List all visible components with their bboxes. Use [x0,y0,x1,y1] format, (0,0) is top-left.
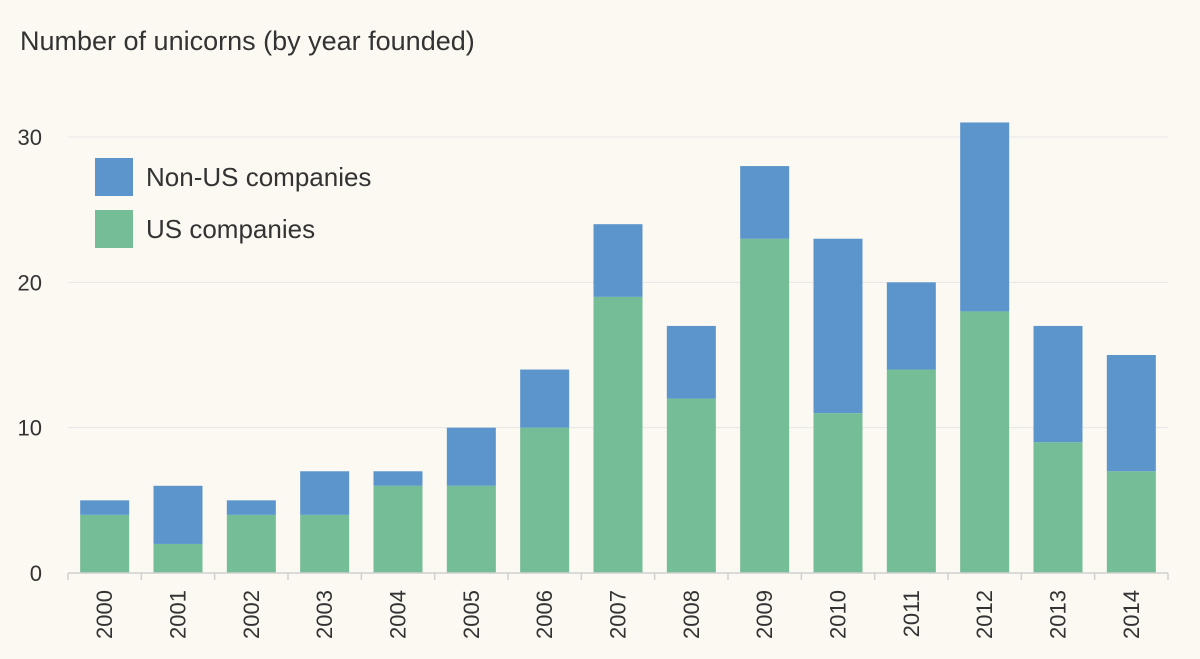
x-tick-label: 2003 [312,590,337,639]
y-tick-label: 30 [18,125,42,150]
x-tick-label: 2002 [239,590,264,639]
bar-segment [740,238,790,573]
legend: Non-US companies US companies [95,158,371,248]
bar-segment [520,369,570,428]
x-tick-label: 2007 [606,590,631,639]
bar-segment [153,543,203,573]
series-us-companies [80,238,1156,573]
x-tick-label: 2013 [1046,590,1071,639]
bar-segment [960,311,1010,573]
x-tick-label: 2012 [972,590,997,639]
bar-segment [446,427,496,486]
bar-segment [666,325,716,399]
bar-segment [1106,355,1156,472]
series-non-us-companies [80,122,1156,544]
legend-item: US companies [95,210,315,248]
y-tick-label: 10 [18,416,42,441]
legend-item: Non-US companies [95,158,371,196]
bar-segment [886,282,936,370]
x-tick-label: 2000 [92,590,117,639]
bars [80,122,1156,573]
legend-swatch [95,158,133,196]
legend-label: US companies [146,214,315,244]
x-tick-label: 2011 [899,590,924,637]
y-tick-label: 20 [18,270,42,295]
bar-segment [80,500,130,515]
bar-segment [1033,442,1083,573]
bar-segment [960,122,1010,312]
bar-segment [886,369,936,573]
x-tick-label: 2005 [459,590,484,639]
bar-segment [373,485,423,573]
bar-segment [226,514,276,573]
x-tick-label: 2014 [1119,590,1144,639]
bar-segment [153,485,203,544]
y-tick-label: 0 [30,561,42,586]
x-axis [67,572,1169,580]
bar-segment [80,514,130,573]
bar-segment [593,224,643,297]
bar-segment [446,485,496,573]
chart-title: Number of unicorns (by year founded) [20,26,475,56]
x-tick-label: 2010 [826,590,851,639]
x-tick-label: 2006 [532,590,557,639]
bar-segment [813,413,863,573]
bar-segment [1106,471,1156,573]
legend-swatch [95,210,133,248]
x-tick-label: 2008 [679,590,704,639]
bar-segment [226,500,276,515]
bar-segment [740,166,790,239]
bar-segment [373,471,423,486]
legend-label: Non-US companies [146,162,371,192]
bar-segment [1033,325,1083,443]
bar-segment [300,514,350,573]
bar-segment [593,296,643,573]
x-tick-labels: 2000 2001 2002 2003 2004 2005 2006 2007 2008 2009… [92,590,1144,639]
bar-segment [666,398,716,573]
x-tick-label: 2001 [166,590,191,639]
bar-segment [520,427,570,573]
bar-segment [813,238,863,414]
x-tick-label: 2004 [386,590,411,639]
bar-segment [300,471,350,515]
x-tick-label: 2009 [752,590,777,639]
y-axis: 0 10 20 30 [18,125,42,586]
